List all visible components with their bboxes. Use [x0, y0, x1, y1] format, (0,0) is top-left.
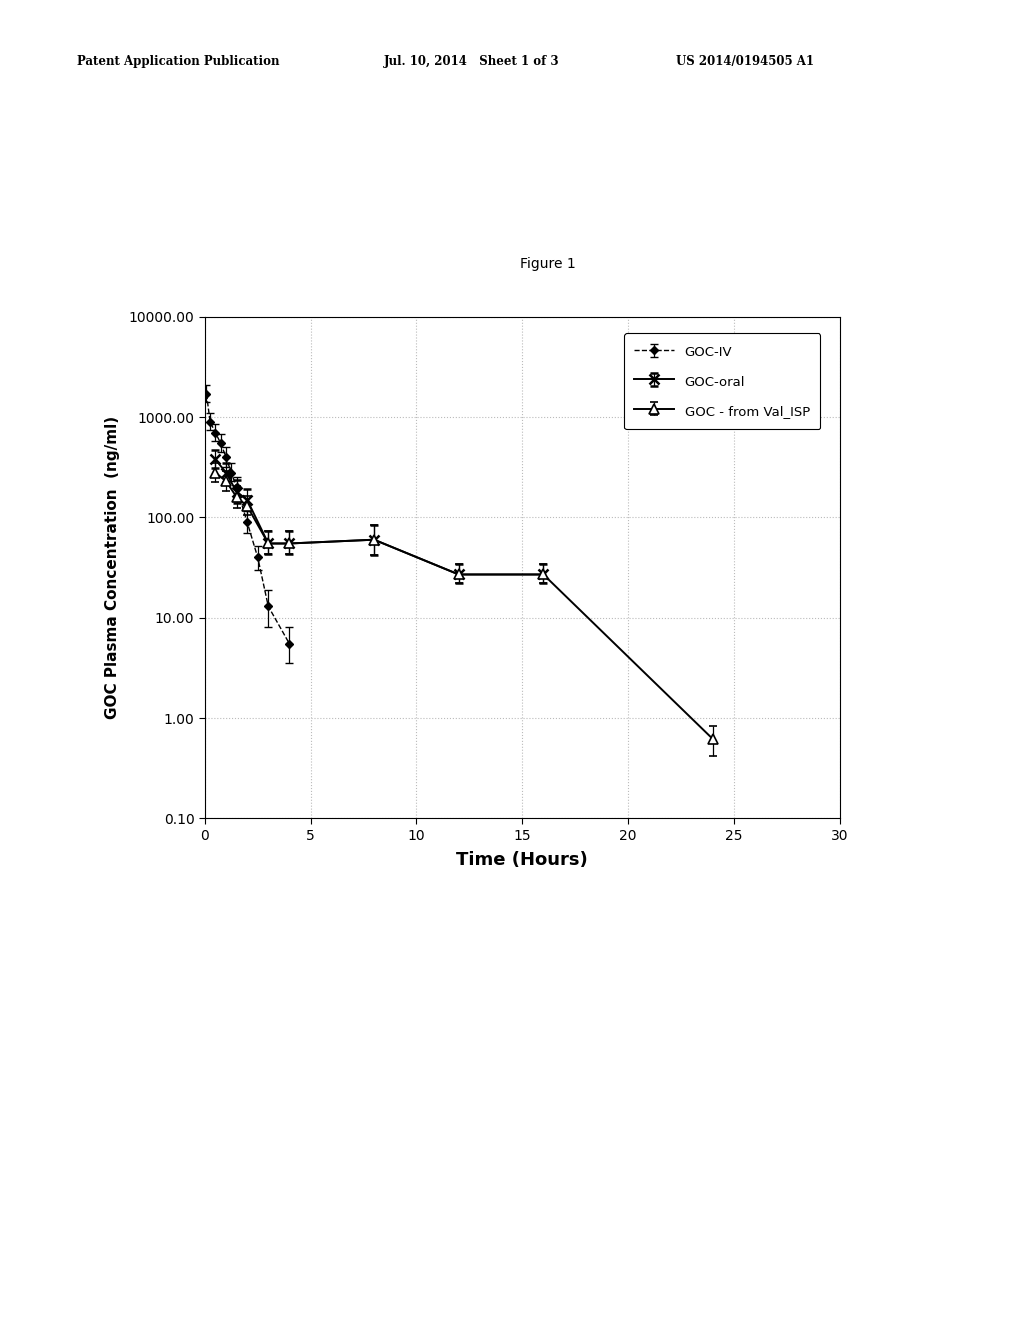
Text: US 2014/0194505 A1: US 2014/0194505 A1	[676, 55, 814, 69]
Text: Patent Application Publication: Patent Application Publication	[77, 55, 280, 69]
Text: Jul. 10, 2014   Sheet 1 of 3: Jul. 10, 2014 Sheet 1 of 3	[384, 55, 560, 69]
Text: Figure 1: Figure 1	[520, 256, 575, 271]
X-axis label: Time (Hours): Time (Hours)	[457, 851, 588, 869]
Y-axis label: GOC Plasma Concentration  (ng/ml): GOC Plasma Concentration (ng/ml)	[105, 416, 120, 719]
Legend: GOC-IV, GOC-oral, GOC - from Val_ISP: GOC-IV, GOC-oral, GOC - from Val_ISP	[624, 334, 820, 429]
